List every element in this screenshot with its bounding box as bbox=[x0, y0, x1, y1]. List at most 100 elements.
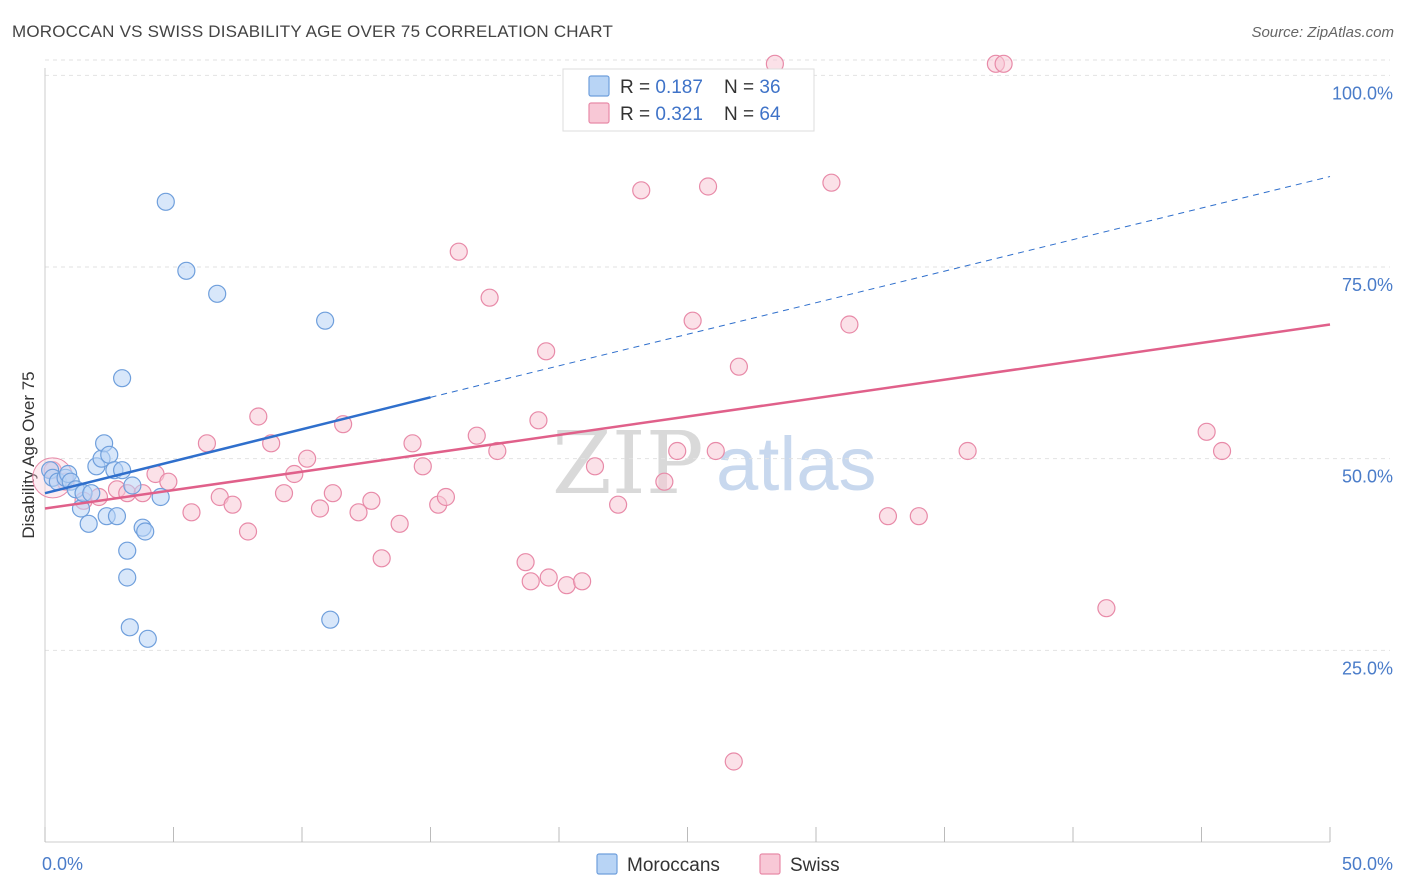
chart-title: MOROCCAN VS SWISS DISABILITY AGE OVER 75… bbox=[12, 22, 614, 41]
swiss-point bbox=[362, 491, 381, 510]
moroccans-trend-line bbox=[44, 396, 431, 495]
swiss-point bbox=[632, 181, 651, 200]
swiss-point bbox=[958, 441, 977, 461]
swiss-point bbox=[480, 288, 499, 307]
legend-moroccans-stats: R = 0.187 N = 36 bbox=[620, 77, 781, 98]
swiss-point bbox=[683, 311, 702, 330]
swiss-point bbox=[585, 457, 605, 476]
swiss-point bbox=[436, 487, 456, 507]
swiss-point bbox=[609, 495, 628, 514]
bottom-legend-moroccans-label: Moroccans bbox=[627, 855, 720, 876]
swiss-points bbox=[32, 54, 1232, 771]
swiss-point bbox=[223, 495, 242, 514]
swiss-point bbox=[1197, 422, 1216, 441]
swiss-point bbox=[909, 507, 928, 526]
swiss-point bbox=[390, 514, 409, 533]
swiss-point bbox=[668, 441, 687, 461]
swiss-point bbox=[298, 449, 317, 468]
bottom-legend-moroccans-swatch bbox=[596, 853, 618, 875]
moroccans-point bbox=[118, 541, 137, 560]
x-tick-label-min: 0.0% bbox=[42, 854, 83, 874]
swiss-point bbox=[159, 472, 178, 491]
y-tick-label-50: 50.0% bbox=[1342, 467, 1393, 487]
watermark-zip: ZIP bbox=[552, 414, 704, 514]
swiss-point bbox=[413, 457, 432, 476]
swiss-trend-line bbox=[44, 323, 1331, 510]
legend-moroccans-r-value: 0.187 bbox=[655, 77, 703, 98]
legend-moroccans-n-label: N = bbox=[724, 77, 759, 98]
moroccans-points bbox=[41, 192, 340, 648]
y-tick-label-100: 100.0% bbox=[1332, 83, 1393, 103]
moroccans-point bbox=[138, 629, 157, 648]
legend-swiss-r-value: 0.321 bbox=[655, 104, 703, 125]
series-legend: Moroccans Swiss bbox=[596, 853, 840, 876]
legend-swiss-swatch bbox=[588, 102, 610, 124]
swiss-point bbox=[310, 499, 330, 518]
moroccans-trend-extension bbox=[430, 176, 1331, 398]
bottom-legend-swiss-swatch bbox=[759, 853, 781, 875]
y-tick-label-25: 25.0% bbox=[1342, 658, 1393, 678]
legend-swiss-r-label: R = bbox=[620, 104, 655, 125]
moroccans-point bbox=[316, 311, 335, 330]
swiss-point bbox=[539, 568, 558, 587]
moroccans-point bbox=[112, 369, 132, 388]
swiss-point bbox=[557, 576, 576, 595]
chart-source: Source: ZipAtlas.com bbox=[1251, 24, 1394, 41]
swiss-point bbox=[529, 411, 548, 430]
moroccans-point bbox=[123, 476, 142, 495]
swiss-point bbox=[573, 572, 592, 591]
swiss-point bbox=[537, 342, 556, 361]
legend-moroccans-n-value: 36 bbox=[759, 77, 780, 98]
bottom-legend-swiss-label: Swiss bbox=[790, 855, 840, 876]
swiss-point bbox=[655, 472, 674, 491]
swiss-point bbox=[238, 522, 258, 541]
moroccans-point bbox=[120, 618, 139, 637]
swiss-point bbox=[467, 426, 486, 445]
swiss-point bbox=[182, 503, 201, 522]
x-tick-label-max: 50.0% bbox=[1342, 854, 1393, 874]
gridlines bbox=[45, 59, 1390, 651]
y-axis-title: Disability Age Over 75 bbox=[19, 371, 38, 538]
moroccans-point bbox=[107, 507, 127, 526]
moroccans-point bbox=[118, 568, 137, 587]
swiss-point bbox=[372, 549, 391, 568]
swiss-point bbox=[724, 752, 743, 771]
legend-moroccans-r-label: R = bbox=[620, 77, 655, 98]
legend-swiss-n-value: 64 bbox=[759, 104, 781, 125]
moroccans-point bbox=[208, 284, 227, 303]
swiss-point bbox=[994, 54, 1013, 73]
legend-swiss-n-label: N = bbox=[724, 104, 759, 125]
watermark-atlas: atlas bbox=[716, 422, 877, 507]
legend-moroccans-swatch bbox=[588, 75, 610, 97]
moroccans-point bbox=[100, 445, 119, 464]
moroccans-point bbox=[321, 610, 340, 629]
legend-swiss-stats: R = 0.321 N = 64 bbox=[620, 104, 781, 125]
trend-lines bbox=[44, 176, 1331, 510]
moroccans-point bbox=[156, 192, 175, 211]
swiss-point bbox=[449, 242, 468, 261]
swiss-point bbox=[706, 441, 725, 461]
y-tick-labels: 25.0% 50.0% 75.0% 100.0% bbox=[1332, 83, 1393, 678]
moroccans-point bbox=[82, 484, 101, 503]
swiss-point bbox=[323, 484, 342, 503]
stats-legend: R = 0.187 N = 36 R = 0.321 N = 64 bbox=[562, 68, 815, 132]
swiss-point bbox=[274, 484, 294, 503]
swiss-point bbox=[840, 315, 859, 334]
y-tick-label-75: 75.0% bbox=[1342, 275, 1393, 295]
swiss-point bbox=[521, 572, 540, 591]
swiss-point bbox=[403, 434, 422, 453]
swiss-point bbox=[1097, 599, 1116, 618]
moroccans-point bbox=[136, 522, 155, 541]
swiss-point bbox=[822, 173, 841, 192]
swiss-point bbox=[349, 503, 368, 522]
moroccans-point bbox=[177, 261, 196, 280]
swiss-point bbox=[1212, 441, 1232, 461]
swiss-point bbox=[729, 357, 749, 376]
moroccans-point bbox=[79, 514, 98, 533]
x-axis-ticks bbox=[44, 827, 1331, 842]
swiss-point bbox=[516, 553, 535, 572]
swiss-point bbox=[698, 177, 718, 196]
swiss-point bbox=[197, 434, 217, 453]
swiss-point bbox=[878, 507, 898, 526]
